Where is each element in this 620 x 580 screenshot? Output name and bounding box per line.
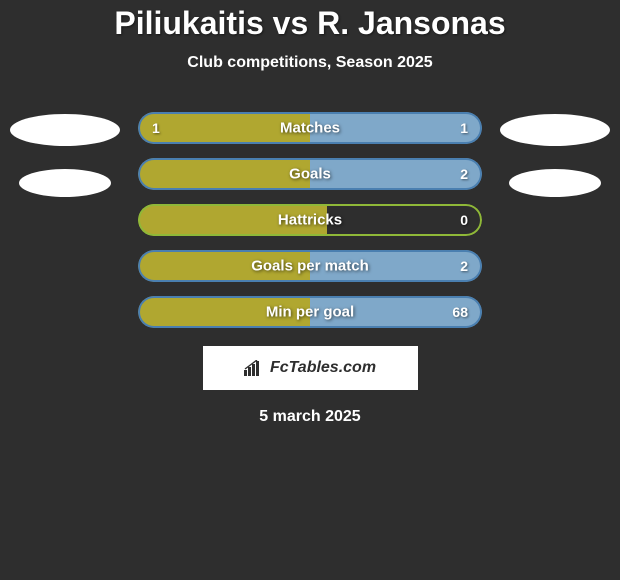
content-row: 1 Matches 1 Goals 2 Hattricks 0 Goals per match… [0,112,620,328]
date-text: 5 march 2025 [259,408,360,426]
stat-bar: Min per goal 68 [138,296,482,328]
stat-value-left: 1 [152,120,160,136]
page-title: Piliukaitis vs R. Jansonas [114,5,505,42]
stat-label: Goals per match [251,258,369,275]
left-ellipse-column [10,112,120,197]
stat-label: Min per goal [266,304,354,321]
logo-text: FcTables.com [270,359,376,377]
subtitle: Club competitions, Season 2025 [187,54,432,72]
stat-bar: Hattricks 0 [138,204,482,236]
stats-column: 1 Matches 1 Goals 2 Hattricks 0 Goals per match… [138,112,482,328]
logo-box: FcTables.com [203,346,418,390]
stat-bar: Goals per match 2 [138,250,482,282]
stat-label: Goals [289,166,331,183]
stat-fill-right [310,158,482,190]
stat-value-right: 0 [460,212,468,228]
player-left-ellipse-2 [19,169,111,197]
stat-value-right: 1 [460,120,468,136]
right-ellipse-column [500,112,610,197]
stat-label: Hattricks [278,212,342,229]
player-right-ellipse-1 [500,114,610,146]
stat-bar: 1 Matches 1 [138,112,482,144]
stat-value-right: 68 [452,304,468,320]
stat-fill-left [138,158,310,190]
player-left-ellipse-1 [10,114,120,146]
stat-value-right: 2 [460,166,468,182]
chart-icon [244,360,264,376]
player-right-ellipse-2 [509,169,601,197]
stat-label: Matches [280,120,340,137]
stat-value-right: 2 [460,258,468,274]
main-container: Piliukaitis vs R. Jansonas Club competit… [0,0,620,426]
stat-bar: Goals 2 [138,158,482,190]
